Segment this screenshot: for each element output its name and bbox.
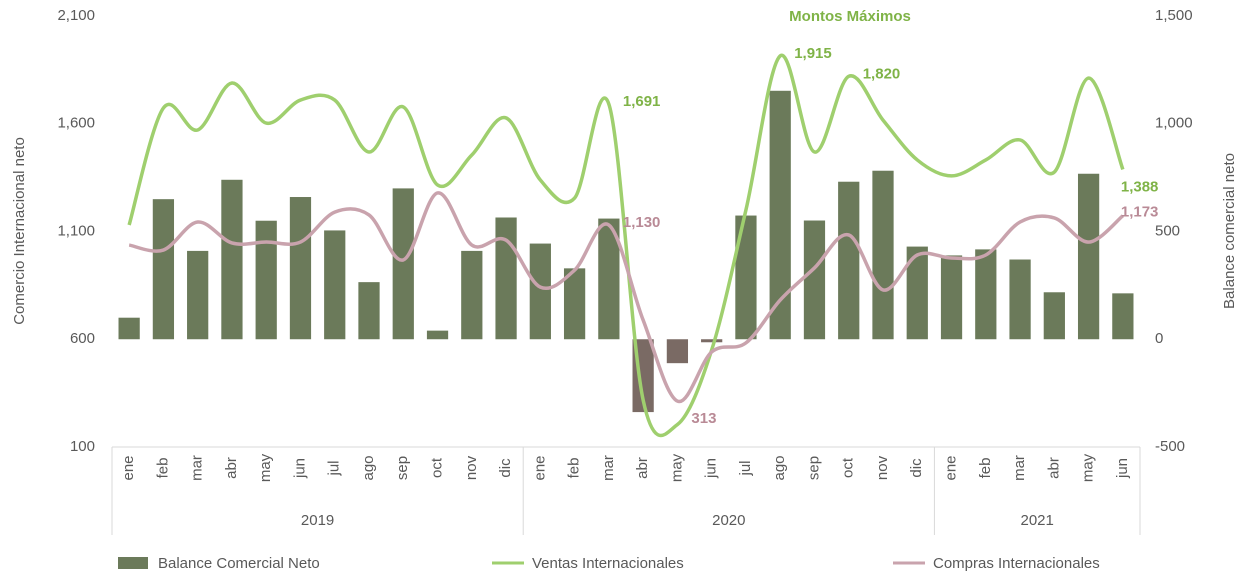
y-axis-title: Comercio Internacional neto: [11, 137, 28, 325]
x-tick-label: jun: [291, 458, 308, 479]
bar: [461, 250, 483, 340]
bar: [221, 179, 243, 340]
bar: [324, 230, 346, 340]
x-tick-label: feb: [566, 458, 583, 479]
bar: [838, 181, 860, 340]
data-label: 1,691: [623, 93, 661, 110]
x-tick-label: ene: [120, 455, 137, 480]
bar: [975, 249, 997, 340]
data-label: 1,820: [863, 65, 901, 82]
legend-swatch: [118, 557, 148, 569]
x-group-label: 2019: [301, 512, 334, 529]
data-label: 313: [691, 410, 716, 427]
data-label: 1,388: [1121, 178, 1159, 195]
bar: [598, 218, 620, 340]
bar: [426, 330, 449, 340]
bar: [803, 220, 826, 340]
x-tick-label: mar: [600, 455, 617, 481]
x-tick-label: may: [668, 453, 685, 482]
x-tick-label: abr: [634, 457, 651, 479]
data-label: 1,915: [794, 45, 832, 62]
x-group-label: 2020: [712, 512, 745, 529]
x-tick-label: dic: [908, 458, 925, 478]
legend-label: Compras Internacionales: [933, 555, 1100, 572]
bar: [495, 217, 517, 340]
bar: [940, 255, 963, 340]
x-tick-label: may: [257, 453, 274, 482]
y2-tick-label: 1,500: [1155, 7, 1193, 24]
x-tick-label: oct: [429, 457, 446, 478]
x-tick-label: ene: [531, 455, 548, 480]
x-tick-label: dic: [497, 458, 514, 478]
annotation: Montos Máximos: [789, 8, 911, 25]
x-tick-label: jun: [703, 458, 720, 479]
x-tick-label: sep: [805, 456, 822, 480]
bar: [906, 246, 928, 340]
x-tick-label: feb: [977, 458, 994, 479]
y2-tick-label: 1,000: [1155, 115, 1193, 132]
x-tick-label: may: [1080, 453, 1097, 482]
x-tick-label: abr: [223, 457, 240, 479]
x-tick-label: oct: [840, 457, 857, 478]
x-tick-label: jun: [1114, 458, 1131, 479]
bar: [187, 250, 209, 340]
y-tick-label: 600: [70, 330, 95, 347]
y2-tick-label: 500: [1155, 222, 1180, 239]
bar: [152, 199, 175, 340]
bar: [872, 170, 894, 340]
bar: [1043, 292, 1065, 340]
legend-label: Balance Comercial Neto: [158, 555, 320, 572]
bar: [358, 282, 380, 340]
y-tick-label: 1,600: [57, 115, 95, 132]
bar: [563, 268, 586, 340]
bar: [666, 339, 689, 364]
data-label: 1,130: [623, 214, 661, 231]
x-tick-label: jul: [326, 460, 343, 476]
x-tick-label: sep: [394, 456, 411, 480]
bar: [1112, 293, 1134, 340]
x-tick-label: mar: [189, 455, 206, 481]
line: [128, 191, 1125, 403]
bar: [392, 188, 414, 340]
bar: [1077, 173, 1100, 340]
line: [127, 53, 1125, 438]
y-tick-label: 1,100: [57, 222, 95, 239]
bar: [735, 215, 757, 340]
y2-tick-label: 0: [1155, 330, 1163, 347]
x-group-label: 2021: [1021, 512, 1054, 529]
x-tick-label: feb: [154, 458, 171, 479]
y2-tick-label: -500: [1155, 438, 1185, 455]
x-tick-label: mar: [1011, 455, 1028, 481]
y-tick-label: 2,100: [57, 7, 95, 24]
legend-label: Ventas Internacionales: [532, 555, 684, 572]
bar: [701, 339, 723, 343]
data-label: 1,173: [1121, 204, 1159, 221]
bar: [255, 220, 277, 340]
y2-axis-title: Balance comercial neto: [1221, 153, 1238, 309]
bar: [289, 197, 312, 340]
y-tick-label: 100: [70, 438, 95, 455]
x-tick-label: ene: [943, 455, 960, 480]
bar: [118, 317, 140, 340]
x-tick-label: nov: [463, 455, 480, 480]
x-tick-label: nov: [874, 455, 891, 480]
x-tick-label: ago: [360, 455, 377, 480]
bar: [529, 243, 551, 340]
bar: [1009, 259, 1031, 340]
x-tick-label: abr: [1045, 457, 1062, 479]
x-tick-label: ago: [771, 455, 788, 480]
bar: [769, 90, 791, 340]
x-tick-label: jul: [737, 460, 754, 476]
